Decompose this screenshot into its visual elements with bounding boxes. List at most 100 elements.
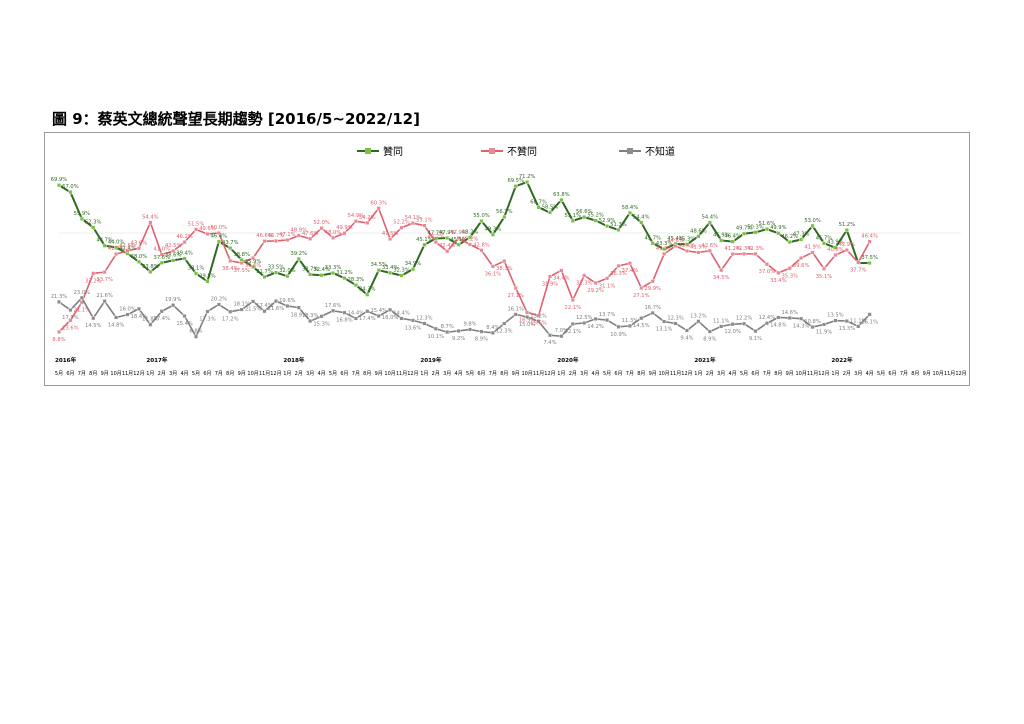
data-label-1-22: 47.6% xyxy=(302,231,319,237)
data-label-2-30: 14.4% xyxy=(393,310,410,316)
data-label-1-34: 42.4% xyxy=(439,243,456,249)
data-label-1-51: 27.1% xyxy=(633,293,650,299)
month-label-6: 11月 xyxy=(122,371,133,377)
point-1-47 xyxy=(593,280,598,285)
data-label-1-27: 54.2% xyxy=(359,215,376,221)
point-2-29 xyxy=(388,307,393,312)
point-1-33 xyxy=(433,240,438,245)
month-label-40: 9月 xyxy=(512,371,520,377)
month-label-71: 4月 xyxy=(866,371,874,377)
month-label-35: 4月 xyxy=(455,371,463,377)
point-0-4 xyxy=(102,243,107,248)
point-2-46 xyxy=(582,320,587,325)
point-2-28 xyxy=(376,314,381,319)
data-label-1-49: 36.3% xyxy=(610,271,627,277)
point-2-11 xyxy=(182,314,187,319)
month-label-5: 10月 xyxy=(110,371,121,377)
data-label-0-26: 28.3% xyxy=(348,277,365,283)
month-label-13: 6月 xyxy=(203,371,211,377)
data-label-2-11: 15.4% xyxy=(176,321,193,327)
point-0-23 xyxy=(319,273,324,278)
point-2-52 xyxy=(650,310,655,315)
data-label-2-50: 11.3% xyxy=(622,318,639,324)
month-label-22: 3月 xyxy=(306,371,314,377)
data-label-2-57: 8.9% xyxy=(703,337,716,343)
point-2-41 xyxy=(525,314,530,319)
data-label-2-54: 12.3% xyxy=(667,315,684,321)
data-label-2-67: 11.9% xyxy=(816,329,833,335)
point-2-7 xyxy=(136,306,141,311)
point-0-39 xyxy=(502,214,507,219)
data-label-2-15: 17.2% xyxy=(222,317,239,323)
point-2-33 xyxy=(433,326,438,331)
data-label-2-65: 14.3% xyxy=(793,324,810,330)
data-label-0-21: 39.2% xyxy=(291,251,308,257)
point-2-57 xyxy=(707,329,712,334)
point-1-15 xyxy=(228,258,233,263)
point-1-48 xyxy=(605,276,610,281)
point-0-18 xyxy=(262,274,267,279)
data-label-1-56: 41.9% xyxy=(690,244,707,250)
point-2-6 xyxy=(125,312,130,317)
month-label-51: 8月 xyxy=(637,371,645,377)
month-label-69: 2月 xyxy=(843,371,851,377)
point-2-49 xyxy=(616,324,621,329)
data-label-0-30: 32.3% xyxy=(393,267,410,273)
data-label-2-12: 6.8% xyxy=(189,329,202,335)
data-label-0-52: 45.7% xyxy=(644,235,661,241)
month-label-46: 3月 xyxy=(580,371,588,377)
month-label-4: 9月 xyxy=(101,371,109,377)
month-label-28: 9月 xyxy=(375,371,383,377)
data-label-1-52: 29.9% xyxy=(644,286,661,292)
year-label-6: 2022年 xyxy=(831,356,853,364)
month-label-62: 7月 xyxy=(763,371,771,377)
point-2-64 xyxy=(787,315,792,320)
year-label-4: 2020年 xyxy=(557,356,579,364)
month-label-38: 7月 xyxy=(489,371,497,377)
point-0-11 xyxy=(182,256,187,261)
data-label-1-21: 48.9% xyxy=(291,228,308,234)
point-1-31 xyxy=(410,221,415,226)
month-label-27: 8月 xyxy=(363,371,371,377)
data-label-0-45: 55.1% xyxy=(565,213,582,219)
data-label-1-47: 29.2% xyxy=(587,288,604,294)
data-label-2-0: 21.3% xyxy=(51,294,68,300)
data-label-0-8: 33.8% xyxy=(142,264,159,270)
point-1-19 xyxy=(273,238,278,243)
point-2-53 xyxy=(662,319,667,324)
data-label-0-36: 48.2% xyxy=(462,229,479,235)
data-label-0-24: 33.3% xyxy=(325,265,342,271)
point-0-7 xyxy=(136,259,141,264)
data-label-2-41: 15.0% xyxy=(519,322,536,328)
data-label-2-27: 17.4% xyxy=(359,316,376,322)
data-label-0-56: 48.6% xyxy=(690,228,707,234)
point-2-27 xyxy=(365,309,370,314)
data-label-0-47: 55.2% xyxy=(587,213,604,219)
point-0-41 xyxy=(525,180,530,185)
point-0-31 xyxy=(410,267,415,272)
data-label-1-39: 38.3% xyxy=(496,266,513,272)
data-label-2-9: 17.4% xyxy=(154,316,171,322)
data-label-0-10: 38.6% xyxy=(165,252,182,258)
year-label-1: 2017年 xyxy=(146,356,168,364)
point-0-51 xyxy=(639,220,644,225)
point-0-34 xyxy=(445,236,450,241)
point-0-32 xyxy=(422,242,427,247)
point-0-58 xyxy=(719,238,724,243)
data-label-0-43: 58.5% xyxy=(542,205,559,211)
data-label-0-61: 50.3% xyxy=(747,224,764,230)
data-label-0-11: 39.4% xyxy=(176,250,193,256)
data-label-0-60: 49.7% xyxy=(736,226,753,232)
data-label-1-40: 27.1% xyxy=(507,293,524,299)
data-label-0-18: 31.7% xyxy=(256,269,273,275)
data-label-0-46: 56.6% xyxy=(576,209,593,215)
data-label-0-53: 43.3% xyxy=(656,241,673,247)
data-label-1-8: 54.4% xyxy=(142,214,159,220)
point-1-55 xyxy=(684,248,689,253)
point-0-45 xyxy=(570,218,575,223)
point-2-40 xyxy=(513,312,518,317)
data-label-2-40: 16.1% xyxy=(507,306,524,312)
data-label-0-71: 37.5% xyxy=(861,255,878,261)
data-label-2-32: 12.3% xyxy=(416,315,433,321)
data-label-2-66: 10.8% xyxy=(804,319,821,325)
